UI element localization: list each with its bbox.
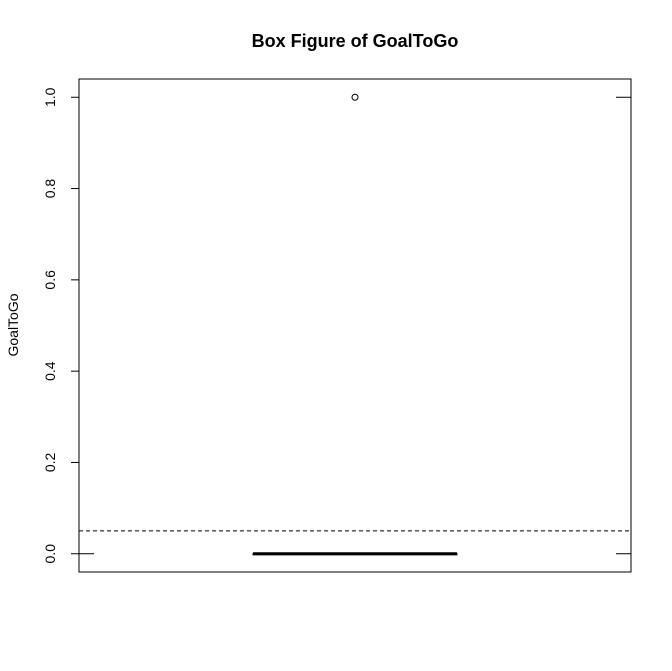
y-axis-ticks: 0.0 0.2 0.4 0.6 0.8 1.0 bbox=[42, 87, 79, 563]
y-tick-label-1: 0.2 bbox=[42, 453, 58, 473]
chart-title: Box Figure of GoalToGo bbox=[252, 31, 459, 51]
plot-frame bbox=[78, 78, 632, 573]
y-tick-label-2: 0.4 bbox=[42, 361, 58, 381]
y-tick-label-3: 0.6 bbox=[42, 270, 58, 290]
box-marks bbox=[79, 93, 631, 556]
outlier-point-0 bbox=[351, 93, 359, 101]
y-tick-label-4: 0.8 bbox=[42, 179, 58, 199]
y-axis-label: GoalToGo bbox=[5, 293, 21, 356]
y-tick-label-5: 1.0 bbox=[42, 87, 58, 107]
y-tick-label-0: 0.0 bbox=[42, 544, 58, 564]
